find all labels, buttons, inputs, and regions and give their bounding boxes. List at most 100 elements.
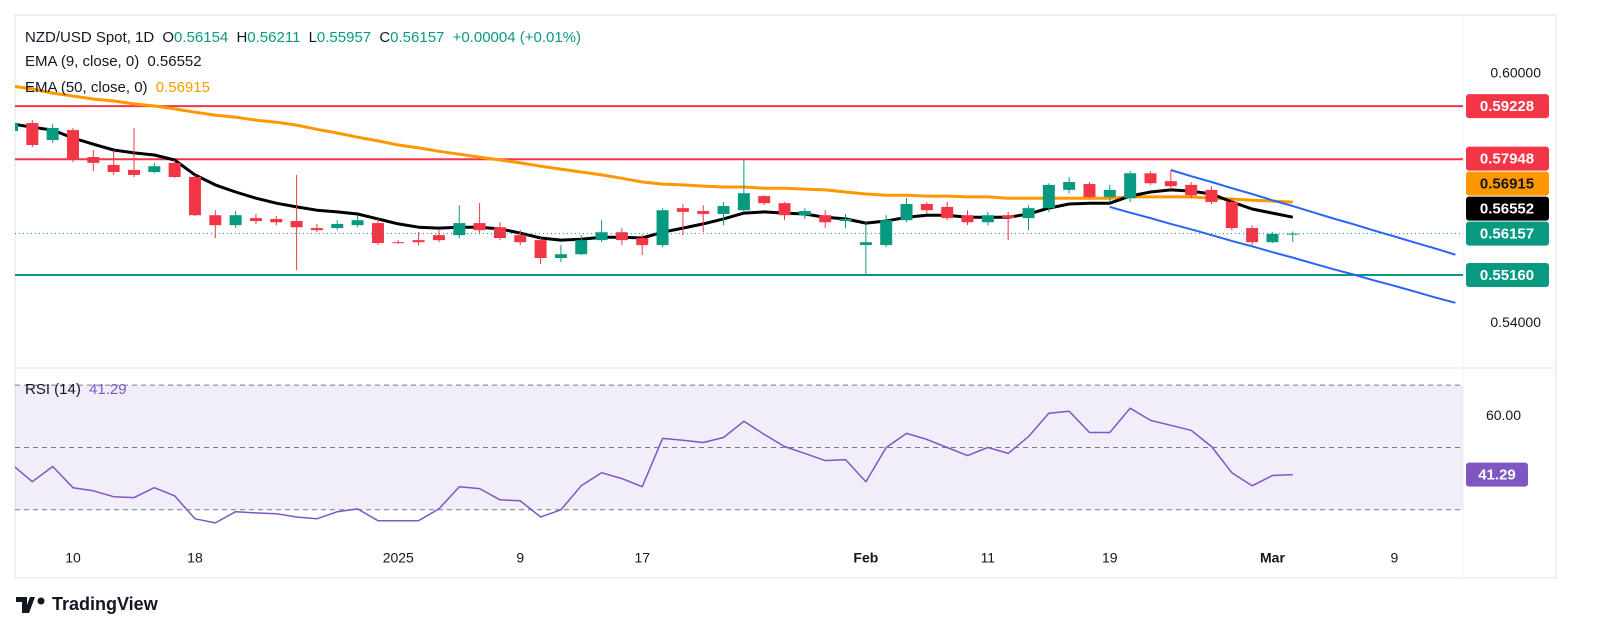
brand: TradingView [16, 594, 158, 615]
ema-line [15, 122, 1294, 242]
candle-body [432, 235, 445, 241]
brand-name: TradingView [52, 594, 158, 614]
rsi-tag-label: 41.29 [1478, 467, 1516, 484]
candle-body [981, 215, 994, 223]
legend-name: EMA (9, close, 0) [25, 53, 140, 70]
brand-logo [16, 596, 45, 613]
symbol-legend: NZD/USD Spot, 1D O0.56154 H0.56211 L0.55… [25, 28, 585, 48]
candle-body [127, 169, 140, 175]
candle-body [209, 215, 222, 226]
candle-body [46, 128, 59, 141]
legend-name: EMA (50, close, 0) [25, 79, 148, 96]
x-tick-label: 18 [187, 550, 203, 566]
price-tag [1466, 196, 1549, 221]
candle-body [1185, 184, 1198, 196]
candle-body [1103, 189, 1116, 197]
change: +0.00004 (+0.01%) [452, 29, 582, 46]
candle-body [331, 223, 344, 229]
y-tick-label: 0.54000 [1490, 314, 1541, 330]
candle-body [717, 206, 730, 214]
x-tick-label: Mar [1260, 550, 1285, 566]
candle-body [941, 206, 954, 219]
candle-body [758, 196, 771, 204]
x-tick-label: 9 [1391, 550, 1399, 566]
candle-body [1225, 201, 1238, 229]
x-tick-label: 19 [1102, 550, 1118, 566]
candle-body [961, 215, 974, 223]
candle-body [1144, 173, 1157, 184]
candle-body [473, 223, 486, 231]
candle-body [26, 123, 39, 146]
axes: 0.60000 0.54000 0.59228 0.57948 0.55160 0.569… [65, 65, 1549, 566]
candle-body [148, 166, 161, 173]
x-tick-label: 11 [981, 550, 996, 566]
candle-body [595, 232, 608, 241]
x-tick-label: Feb [853, 550, 878, 566]
price-tag-label: 0.55160 [1480, 267, 1534, 284]
symbol-title: NZD/USD Spot, 1D [25, 29, 155, 46]
ohlc-label: O [162, 29, 175, 46]
candle-body [453, 223, 466, 236]
candle-body [1002, 215, 1015, 219]
candle-body [15, 123, 18, 131]
y-tick-label: 60.00 [1486, 407, 1521, 423]
ema-line [15, 85, 1293, 204]
x-tick-label: 2025 [383, 550, 414, 566]
candle-body [249, 218, 262, 222]
ohlc-value: 0.56154 [174, 29, 229, 46]
channel-line [1170, 169, 1456, 256]
candle-body [168, 162, 181, 178]
candle-body [697, 211, 710, 214]
price-tag [1466, 94, 1549, 119]
price-tag [1466, 262, 1549, 287]
channel-line [1109, 205, 1456, 304]
rsi-line [15, 407, 1293, 524]
candle-body [819, 215, 832, 223]
candle-body [1205, 189, 1218, 202]
candle-body [534, 240, 547, 258]
candle-body [310, 228, 323, 231]
candle-body [1022, 208, 1035, 219]
candle-body [493, 227, 506, 239]
candle-body [290, 221, 303, 228]
candle-body [107, 164, 120, 173]
candle-body [1042, 184, 1055, 209]
candle-body [412, 240, 425, 243]
ohlc-label: L [308, 29, 317, 46]
candle-body [1286, 233, 1299, 235]
rsi-tag [1466, 462, 1528, 487]
candle-body [636, 238, 649, 246]
legend-value: 0.56915 [155, 79, 210, 96]
candle-body [351, 220, 364, 226]
ema50-legend: EMA (50, close, 0) 0.56915 [25, 78, 214, 98]
price-tag-label: 0.57948 [1480, 151, 1534, 168]
candle-body [1164, 181, 1177, 187]
candle-body [270, 218, 283, 223]
price-tag [1466, 146, 1549, 171]
ohlc-value: 0.56211 [247, 29, 301, 46]
price-pane [15, 85, 1463, 304]
price-tag [1466, 171, 1549, 196]
candle-body [656, 210, 669, 246]
candle-body [87, 157, 100, 163]
ohlc-label: H [236, 29, 248, 46]
x-tick-label: 17 [634, 550, 650, 566]
candle-body [1124, 173, 1137, 199]
candle-body [859, 242, 872, 246]
legend-name: RSI (14) [25, 381, 81, 398]
price-tag-label: 0.56552 [1480, 201, 1534, 218]
candle-body [392, 242, 405, 244]
rsi-legend: RSI (14) 41.29 [25, 380, 131, 400]
price-tag [1466, 221, 1549, 246]
frame [14, 14, 1557, 579]
candle-body [676, 208, 689, 212]
price-tag-label: 0.56915 [1480, 176, 1534, 193]
candle-body [188, 177, 201, 216]
x-tick-label: 9 [516, 550, 524, 566]
legend-value: 0.56552 [147, 53, 202, 70]
y-tick-label: 0.60000 [1490, 65, 1541, 81]
candle-body [880, 220, 893, 246]
x-tick-label: 10 [65, 550, 81, 566]
